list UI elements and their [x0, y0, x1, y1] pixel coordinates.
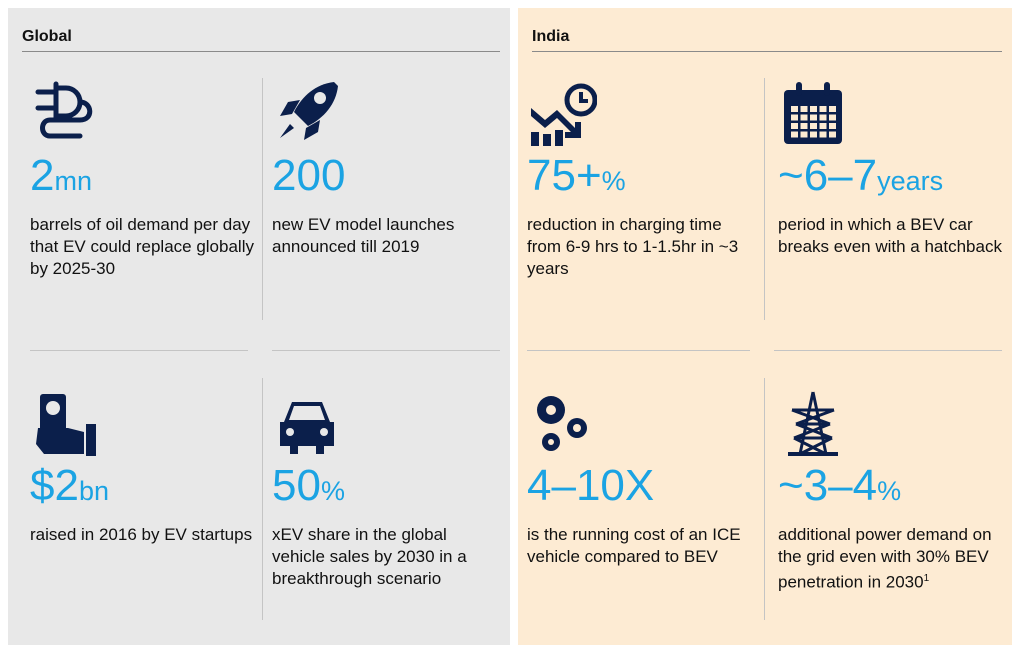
- stat-value: 4–10X: [527, 461, 655, 510]
- stat: 2mn: [30, 154, 255, 208]
- description: is the running cost of an ICE vehicle co…: [527, 524, 752, 568]
- icon: [784, 82, 842, 144]
- stat: ~3–4%: [778, 464, 1003, 518]
- description-text: additional power demand on the grid even…: [778, 525, 992, 592]
- stat: 200: [272, 154, 497, 208]
- description-text: xEV share in the global vehicle sales by…: [272, 525, 467, 588]
- panel-title: India: [532, 28, 570, 45]
- column-divider: [262, 378, 263, 620]
- stat-unit: years: [877, 166, 944, 196]
- row-divider: [527, 350, 750, 351]
- icon: [36, 394, 96, 456]
- footnote-marker: 1: [923, 573, 930, 584]
- stat: 50%: [272, 464, 497, 518]
- icon: [280, 82, 338, 140]
- icon: [35, 81, 93, 139]
- stat-unit: mn: [54, 166, 92, 196]
- stat-item: $2bn raised in 2016 by EV startups: [30, 388, 255, 546]
- stat-item: 2mn barrels of oil demand per day that EV…: [30, 78, 255, 280]
- stat-unit: %: [601, 166, 626, 196]
- stat-unit: %: [320, 476, 345, 506]
- description-text: new EV model launches announced till 201…: [272, 215, 455, 256]
- stat-value: 200: [272, 151, 346, 200]
- description-text: period in which a BEV car breaks even wi…: [778, 215, 1002, 256]
- stat: $2bn: [30, 464, 255, 518]
- icon: [280, 402, 334, 454]
- icon: [537, 396, 587, 451]
- stat-value: 2: [30, 151, 55, 200]
- stat-unit: %: [877, 476, 902, 506]
- panel: Global 2mn barrels of oil demand per day t…: [8, 8, 510, 645]
- description: period in which a BEV car breaks even wi…: [778, 214, 1003, 258]
- column-divider: [262, 78, 263, 320]
- description-text: reduction in charging time from 6-9 hrs …: [527, 215, 739, 278]
- description: raised in 2016 by EV startups: [30, 524, 255, 546]
- stat-item: 50% xEV share in the global vehicle sales…: [272, 388, 497, 590]
- stat-value: ~3–4: [778, 461, 878, 510]
- panel-title: Global: [22, 28, 72, 45]
- description: new EV model launches announced till 201…: [272, 214, 497, 258]
- stat-item: ~6–7years period in which a BEV car break…: [778, 78, 1003, 258]
- row-divider: [30, 350, 248, 351]
- stat-value: $2: [30, 461, 79, 510]
- description-text: raised in 2016 by EV startups: [30, 525, 253, 544]
- description-text: barrels of oil demand per day that EV co…: [30, 215, 254, 278]
- description: barrels of oil demand per day that EV co…: [30, 214, 255, 280]
- stat-value: ~6–7: [778, 151, 878, 200]
- description: additional power demand on the grid even…: [778, 524, 1003, 594]
- row-divider: [774, 350, 1002, 351]
- stat: 4–10X: [527, 464, 752, 518]
- column-divider: [764, 78, 765, 320]
- icon: [531, 83, 597, 146]
- panel: India 75+% reduction in charging time from…: [518, 8, 1012, 645]
- stat-item: ~3–4% additional power demand on the grid…: [778, 388, 1003, 594]
- row-divider: [272, 350, 500, 351]
- stat: 75+%: [527, 154, 752, 208]
- stat-item: 4–10X is the running cost of an ICE vehic…: [527, 388, 752, 568]
- stat-unit: bn: [78, 476, 109, 506]
- stat: ~6–7years: [778, 154, 1003, 208]
- title-rule: [22, 51, 500, 52]
- description-text: is the running cost of an ICE vehicle co…: [527, 525, 741, 566]
- description: reduction in charging time from 6-9 hrs …: [527, 214, 752, 280]
- stat-item: 200 new EV model launches announced till …: [272, 78, 497, 258]
- icon: [788, 391, 838, 456]
- column-divider: [764, 378, 765, 620]
- stat-value: 50: [272, 461, 321, 510]
- description: xEV share in the global vehicle sales by…: [272, 524, 497, 590]
- stat-value: 75+: [527, 151, 602, 200]
- stat-item: 75+% reduction in charging time from 6-9 …: [527, 78, 752, 280]
- title-rule: [532, 51, 1002, 52]
